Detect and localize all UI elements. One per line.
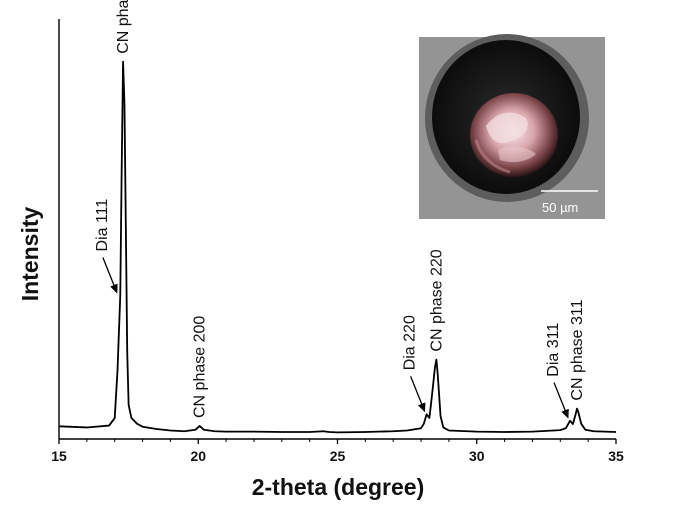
inset-micrograph: 50 µm xyxy=(419,34,605,219)
annotation-label: CN phase 200 xyxy=(192,316,209,418)
annotation-arrow xyxy=(553,382,569,419)
annotation-arrow xyxy=(102,257,118,294)
x-tick-label: 30 xyxy=(469,448,485,464)
y-axis-title: Intensity xyxy=(17,207,43,302)
x-tick-label: 20 xyxy=(190,448,206,464)
annotation-label: Dia 111 xyxy=(94,199,111,252)
annotation-label: CN phase 220 xyxy=(428,249,445,351)
series-layer xyxy=(58,60,617,434)
annotation-label: Dia 220 xyxy=(402,315,419,370)
annotation-label: CN phase 311 xyxy=(569,299,586,400)
series-line-0 xyxy=(58,60,617,434)
annotation-label: Dia 311 xyxy=(545,323,562,377)
annotation-layer: Dia 111 CN phase 111 CN phase 200 Dia 220 CN… xyxy=(94,0,586,419)
scale-bar-label: 50 µm xyxy=(542,200,578,215)
annotation-label: CN phase 111 xyxy=(115,0,132,54)
x-axis-title: 2-theta (degree) xyxy=(252,474,425,500)
x-ticks: 15 20 25 30 35 xyxy=(51,439,624,464)
x-tick-label: 15 xyxy=(51,448,67,464)
x-tick-label: 25 xyxy=(330,448,346,464)
x-tick-label: 35 xyxy=(608,448,624,464)
annotation-arrow xyxy=(410,376,426,413)
